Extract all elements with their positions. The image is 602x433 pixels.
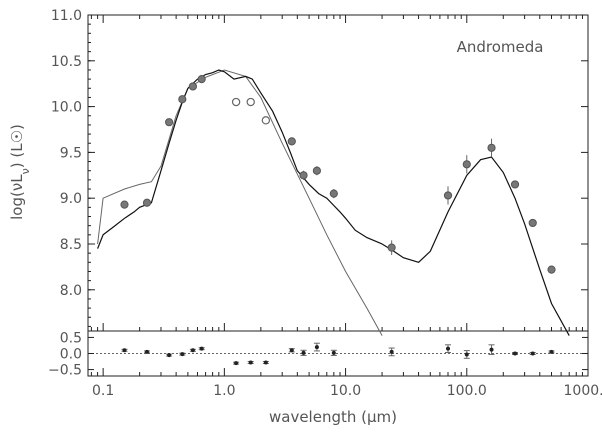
x-tick-label: 10.0 [330,383,361,399]
residual-point [530,351,535,356]
residual-y-tick-label: 0.0 [60,347,82,363]
y-tick-label: 9.0 [60,191,82,207]
y-axis-label-subscript: ν [19,168,32,174]
residual-plot-frame [87,330,589,377]
filled-data-point [188,82,197,91]
residual-point [389,349,394,354]
filled-data-point [299,171,308,180]
total-model-curve [97,69,570,336]
x-axis-label: wavelength (μm) [269,408,397,426]
residual-point [263,360,268,365]
filled-data-point [197,75,206,84]
filled-data-point [164,118,174,127]
filled-data-point [142,198,152,207]
open-data-point [231,97,241,107]
residual-point [464,352,469,357]
filled-data-point [487,143,496,152]
residual-points [121,342,555,366]
residual-point [122,348,127,353]
y-axis-label-main: log(νL [8,174,26,220]
model-lines [97,69,570,336]
filled-data-point [329,189,338,198]
residual-y-ticks: −0.50.00.5 [48,330,588,379]
residual-y-tick-label: −0.5 [48,363,82,379]
residual-point [144,349,149,354]
open-data-point [261,116,271,125]
y-axis-label-unit: ) (L☉) [8,124,26,168]
filled-data-point [120,200,129,209]
main-y-ticks: 8.0 8.5 9.0 9.5 10.0 10.5 11.0 [51,8,588,327]
filled-data-point [443,191,453,200]
residual-point [190,348,195,353]
residual-point [489,347,494,352]
data-points [120,75,556,274]
filled-data-point [462,160,471,169]
residual-y-tick-label: 0.5 [60,330,82,346]
x-tick-label: 0.1 [92,383,114,399]
residual-point [301,350,306,355]
x-tick-label: 1000.0 [564,383,602,399]
residual-point [314,345,319,350]
stellar-model-curve [97,69,383,336]
residual-point [513,351,518,356]
x-tick-label: 100.0 [447,383,487,399]
y-tick-label: 10.5 [51,54,82,70]
residual-point [248,360,253,365]
residual-point [549,349,554,354]
y-tick-label: 10.0 [51,100,82,116]
filled-data-point [510,180,520,189]
filled-data-point [387,243,396,252]
residual-point [199,346,204,351]
residual-point [446,346,451,351]
y-tick-label: 8.5 [60,237,82,253]
filled-data-point [547,265,556,274]
residual-point [289,348,294,353]
y-tick-label: 9.5 [60,145,82,161]
y-tick-label: 11.0 [51,8,82,24]
filled-data-point [287,137,296,146]
residual-point [234,361,239,366]
x-ticks: 0.1 1.0 10.0 100.0 1000.0 [90,15,602,399]
filled-data-point [312,166,321,175]
galaxy-annotation: Andromeda [457,38,544,56]
filled-data-point [528,218,537,228]
open-data-point [246,97,255,107]
residual-point [167,353,172,358]
y-axis-label: log(νLν) (L☉) [8,124,32,220]
main-plot-frame [87,14,589,332]
filled-data-point [178,95,187,104]
x-tick-label: 1.0 [213,383,235,399]
residual-point [331,350,336,355]
residual-point [180,352,185,357]
main-plot-border [87,14,589,332]
y-tick-label: 8.0 [60,283,82,299]
